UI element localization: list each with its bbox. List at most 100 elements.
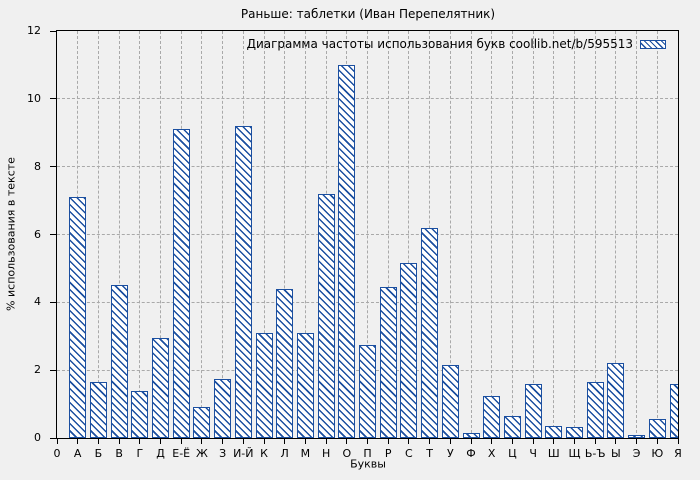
bar-П — [359, 344, 376, 438]
bar-Ы — [607, 363, 625, 438]
x-tick-Ю — [656, 439, 658, 444]
x-gridline-Ч — [532, 31, 534, 438]
x-tick-Е-Ё — [180, 439, 182, 444]
bar-У — [441, 365, 459, 438]
x-tick-label-Х: Х — [487, 447, 496, 460]
x-tick-Ь-Ъ — [594, 439, 596, 444]
bar-Ф — [462, 432, 480, 438]
bar-Э — [628, 434, 646, 438]
x-tick-С — [408, 439, 410, 444]
bar-И-Й — [234, 125, 252, 438]
x-gridline-Ж — [201, 31, 203, 438]
y-tick-label-0: 0 — [34, 431, 41, 444]
x-gridline-Ф — [470, 31, 472, 438]
x-tick-Ж — [201, 439, 203, 444]
bar-Ж — [193, 407, 211, 438]
x-tick-label-А: А — [73, 447, 82, 460]
x-tick-Т — [429, 439, 431, 444]
bar-Х — [483, 395, 501, 438]
y-tick-8 — [50, 166, 57, 168]
x-tick-Ч — [532, 439, 534, 444]
x-gridline-Л — [284, 31, 286, 438]
bar-Г — [131, 390, 149, 438]
x-tick-К — [263, 439, 265, 444]
x-gridline-З — [222, 31, 224, 438]
x-tick-label-Д: Д — [156, 447, 165, 460]
x-tick-label-Л: Л — [280, 447, 289, 460]
chart-title: Раньше: таблетки (Иван Перепелятник) — [240, 7, 496, 21]
bar-Т — [421, 227, 439, 438]
x-gridline-Д — [160, 31, 161, 438]
y-tick-10 — [50, 98, 57, 100]
x-tick-label-Н: Н — [321, 447, 331, 460]
x-gridline-С — [408, 31, 410, 438]
x-tick-label-Ж: Ж — [195, 447, 208, 460]
x-gridline-Р — [387, 31, 389, 438]
x-tick-label-М: М — [300, 447, 311, 460]
x-tick-Я — [677, 439, 679, 444]
bar-З — [214, 378, 232, 438]
bar-С — [400, 263, 418, 438]
bar-Щ — [566, 426, 583, 438]
x-tick-В — [118, 439, 120, 444]
x-tick-Ш — [553, 439, 555, 444]
x-tick-А — [77, 439, 79, 444]
bar-Ш — [545, 426, 563, 438]
y-tick-6 — [50, 234, 57, 235]
x-tick-Щ — [574, 439, 575, 444]
bar-А — [69, 197, 87, 438]
x-tick-label-Ц: Ц — [508, 447, 517, 460]
x-tick-label-0: 0 — [53, 447, 61, 460]
x-tick-Ц — [511, 439, 513, 444]
bar-Ц — [503, 415, 521, 438]
bar-Б — [89, 382, 107, 438]
x-axis-label: Буквы — [350, 457, 386, 471]
x-tick-label-Щ: Щ — [568, 447, 581, 460]
x-tick-И-Й — [242, 439, 244, 444]
bar-Р — [379, 287, 397, 438]
bar-М — [296, 332, 314, 438]
x-gridline-Э — [636, 31, 638, 438]
y-tick-label-2: 2 — [34, 363, 41, 377]
x-tick-label-Г: Г — [136, 447, 144, 460]
x-tick-label-Я: Я — [674, 447, 682, 460]
bar-Е-Ё — [172, 129, 190, 438]
x-tick-label-Т: Т — [426, 447, 433, 460]
legend: Диаграмма частоты использования букв coo… — [247, 37, 666, 51]
x-gridline-Ь-Ъ — [594, 31, 596, 438]
x-tick-Ф — [470, 439, 472, 444]
x-gridline-К — [263, 31, 265, 438]
x-tick-З — [222, 439, 224, 444]
x-tick-Э — [636, 439, 638, 444]
x-tick-label-С: С — [405, 447, 413, 460]
x-tick-label-П: П — [363, 447, 372, 460]
plot-area: Диаграмма частоты использования букв coo… — [56, 30, 679, 439]
y-tick-label-8: 8 — [34, 159, 41, 173]
bar-Я — [669, 383, 678, 438]
x-tick-Р — [387, 439, 389, 444]
legend-swatch-icon — [640, 39, 666, 49]
x-gridline-П — [367, 31, 368, 438]
x-gridline-Г — [139, 31, 141, 438]
x-tick-Ы — [615, 439, 617, 444]
x-tick-Д — [160, 439, 161, 444]
x-gridline-Ы — [615, 31, 617, 438]
x-tick-label-К: К — [260, 447, 268, 460]
x-tick-label-В: В — [115, 447, 123, 460]
bar-Ч — [524, 383, 542, 438]
y-tick-label-12: 12 — [27, 24, 41, 37]
x-tick-label-З: З — [219, 447, 227, 460]
x-gridline-М — [304, 31, 306, 438]
bar-Д — [152, 337, 169, 438]
x-gridline-Ю — [656, 31, 658, 438]
x-tick-label-Е-Ё: Е-Ё — [172, 447, 191, 460]
bar-Ь-Ъ — [586, 382, 604, 438]
x-gridline-Щ — [574, 31, 575, 438]
bar-К — [255, 332, 273, 438]
x-tick-Б — [97, 439, 99, 444]
y-tick-12 — [50, 30, 57, 32]
y-tick-0 — [50, 437, 57, 439]
x-tick-label-Б: Б — [94, 447, 103, 460]
x-tick-Л — [284, 439, 286, 444]
